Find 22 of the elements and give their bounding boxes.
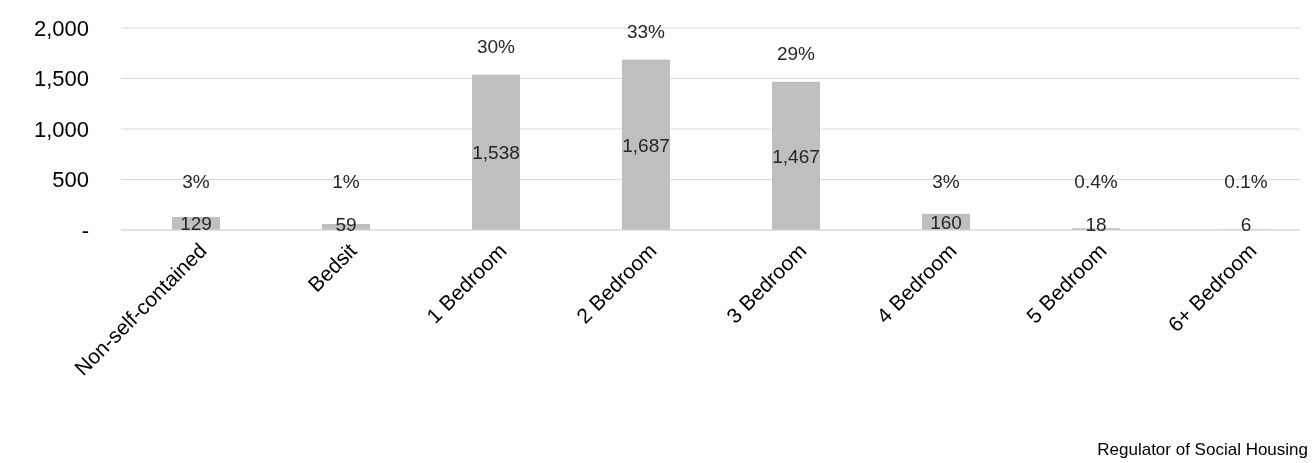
data-label: 129 — [180, 213, 212, 235]
data-label: 1,467 — [772, 145, 820, 167]
y-tick-label: - — [81, 217, 89, 243]
y-tick-label: 1,000 — [33, 116, 89, 142]
annotation: 33% — [626, 20, 666, 42]
text: Regulator of Social Housing — [1097, 440, 1308, 459]
annotation: 1% — [332, 171, 360, 192]
annotation: 30% — [476, 35, 516, 57]
data-label: 1,687 — [622, 134, 670, 156]
annotation: 29% — [776, 42, 816, 64]
annotation: 0.1% — [1224, 171, 1268, 192]
data-label: 1,538 — [472, 142, 520, 164]
data-label: 6 — [1240, 214, 1252, 235]
y-tick-label: 500 — [52, 167, 89, 193]
data-label: 160 — [930, 211, 962, 233]
data-label: 59 — [335, 214, 357, 235]
annotation: 0.4% — [1074, 171, 1118, 192]
y-tick-label: 2,000 — [33, 15, 89, 41]
y-tick-label: 1,500 — [33, 66, 89, 92]
data-label: 18 — [1085, 214, 1107, 235]
annotation: 3% — [182, 171, 210, 192]
annotation: 3% — [932, 171, 960, 192]
